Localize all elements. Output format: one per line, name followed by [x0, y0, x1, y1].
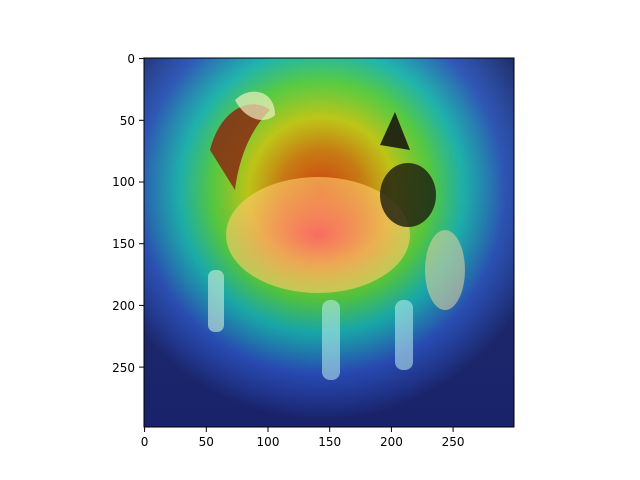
x-tick-label: 150	[318, 435, 341, 449]
heatmap-image	[144, 58, 514, 427]
y-tick-label: 50	[120, 114, 135, 128]
x-tick-label: 100	[257, 435, 280, 449]
plot-frame	[143, 57, 515, 428]
y-tick-label: 200	[112, 299, 135, 313]
x-tick-label: 250	[442, 435, 465, 449]
x-tick-label: 200	[380, 435, 403, 449]
x-tick-label: 0	[141, 435, 149, 449]
dog-silhouette	[208, 91, 465, 380]
y-tick-label: 100	[112, 175, 135, 189]
y-tick-label: 250	[112, 361, 135, 375]
y-axis: 0 50 100 150 200 250	[112, 52, 144, 375]
x-tick-label: 50	[199, 435, 214, 449]
y-tick-label: 150	[112, 237, 135, 251]
x-axis: 0 50 100 150 200 250	[141, 427, 465, 449]
y-tick-label: 0	[127, 52, 135, 66]
